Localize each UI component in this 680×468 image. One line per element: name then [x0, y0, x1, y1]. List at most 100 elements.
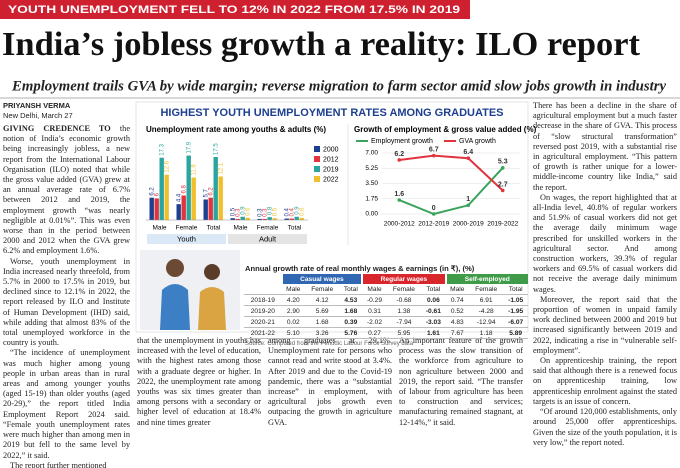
paragraph-text: Worse, youth unemployment in India incre… [3, 256, 130, 348]
paragraph-text: “The incidence of unemployment was much … [3, 348, 130, 460]
table-row: 2018-19 4.20 4.12 4.53 -0.29 -0.68 0.06 0.74 6.9… [244, 294, 528, 306]
value-label: 0.3 [258, 208, 264, 217]
point [466, 203, 471, 208]
value-label: 6.2 [209, 187, 215, 196]
table-row: 2019-20 2.90 5.69 1.68 0.31 1.38 -0.61 0.52 -4.2… [244, 305, 528, 317]
value-label: 17.9 [187, 141, 193, 153]
cell: 6.91 [468, 294, 504, 306]
dateline: New Delhi, March 27 [3, 111, 73, 120]
legend-label: Employment growth [371, 138, 433, 145]
x-tick-label: 2000-2012 [384, 221, 415, 228]
right-column: There has been a decline in the share of… [533, 101, 677, 468]
bar [159, 157, 164, 220]
cell: 2.90 [281, 305, 305, 317]
cell: 7.67 [445, 327, 469, 339]
row-label: 2021-22 [244, 327, 282, 339]
y-tick-label: 7.00 [365, 150, 378, 157]
value-label: 12.1 [219, 162, 225, 174]
bar [272, 218, 277, 220]
subheadline: Employment trails GVA by wide margin; re… [11, 78, 667, 94]
legend-label: 2022 [323, 176, 339, 183]
photo-body [160, 284, 190, 330]
bar [267, 217, 272, 220]
value-label: 1 [466, 196, 470, 203]
value-label: 6 [155, 192, 161, 196]
cell: 0.06 [421, 294, 446, 306]
cell: 0.02 [281, 316, 305, 328]
column-header: Female [468, 284, 504, 295]
value-label: 11.8 [192, 164, 198, 176]
bar [245, 217, 250, 220]
paragraph: Moreover, the report said that the propo… [533, 294, 677, 355]
photo [140, 250, 240, 330]
series-line [398, 167, 504, 216]
legend-label: 2012 [323, 156, 339, 163]
paragraph: The report further mentioned [3, 461, 130, 468]
value-label: 6.2 [150, 187, 156, 196]
cell: 0.39 [339, 316, 363, 328]
bar [154, 198, 159, 220]
value-label: 0.3 [236, 208, 242, 217]
value-label: 0.9 [241, 206, 247, 215]
value-label: 12.6 [165, 160, 171, 172]
paragraph: Worse, youth unemployment in India incre… [3, 257, 130, 349]
cell: 0.52 [445, 305, 469, 317]
column-header: Total [503, 284, 528, 295]
paragraph: “The incidence of unemployment was much … [3, 348, 130, 460]
column-header: Female [304, 284, 340, 295]
group-header: Casual wages [280, 274, 363, 284]
y-tick-label: 3.50 [365, 180, 378, 187]
point [431, 212, 436, 216]
bar [181, 195, 186, 220]
column-header: Total [339, 284, 363, 295]
corner [244, 284, 282, 295]
paragraph-text: the notion of India’s economic growth be… [3, 124, 130, 256]
bar [213, 157, 218, 220]
banner: YOUTH UNEMPLOYMENT FELL TO 12% IN 2022 F… [8, 4, 460, 16]
column-header: Male [281, 284, 305, 295]
cell: -7.94 [386, 316, 422, 328]
cell: -0.61 [421, 305, 446, 317]
value-label: 6.8 [182, 185, 188, 194]
value-label: 0.8 [268, 206, 274, 215]
x-tick-label: Total [207, 225, 221, 232]
banner-bg [0, 0, 470, 19]
x-tick-label: 2019-2022 [487, 221, 518, 228]
value-label: 5.3 [498, 159, 508, 166]
legend-label: 2019 [323, 166, 339, 173]
value-label: 2.7 [498, 181, 508, 188]
group-label: Adult [259, 234, 277, 243]
cell: 1.18 [468, 327, 504, 339]
cell: -6.07 [503, 316, 528, 328]
table-row: 2020-21 0.02 1.68 0.39 -2.02 -7.94 -3.03 4.83 -1… [244, 316, 528, 328]
chart-title: Unemployment rate among youths & adults … [146, 125, 326, 134]
paragraph: There has been a decline in the share of… [533, 101, 677, 192]
value-label: 6.4 [463, 149, 473, 156]
column-header: Total [421, 284, 446, 295]
paragraph: On wages, the report highlighted that at… [533, 192, 677, 294]
value-label: 0.3 [263, 208, 269, 217]
x-tick-label: Male [152, 225, 166, 232]
point [397, 198, 402, 202]
cell: 0.27 [362, 327, 387, 339]
value-label: 0 [432, 205, 436, 212]
cell: 4.20 [281, 294, 305, 306]
subheader-row: Male Female Total Male Female Total Male Female… [244, 284, 528, 295]
bar [186, 155, 191, 220]
photo-body [198, 287, 226, 330]
bar [191, 177, 196, 220]
cell: -1.95 [503, 305, 528, 317]
bar [235, 218, 240, 220]
cell: 1.61 [421, 327, 446, 339]
cell: -12.94 [468, 316, 504, 328]
cell: -2.02 [362, 316, 387, 328]
table-title: Annual growth rate of real monthly wages… [245, 263, 475, 273]
cell: 5.10 [281, 327, 305, 339]
cell: 1.68 [304, 316, 340, 328]
bar [208, 197, 213, 220]
bar [240, 216, 245, 220]
x-tick-label: Female [257, 225, 279, 232]
y-tick-label: 0.00 [365, 211, 378, 218]
source-row: Source: Computed from the Periodic Labou… [244, 339, 528, 350]
